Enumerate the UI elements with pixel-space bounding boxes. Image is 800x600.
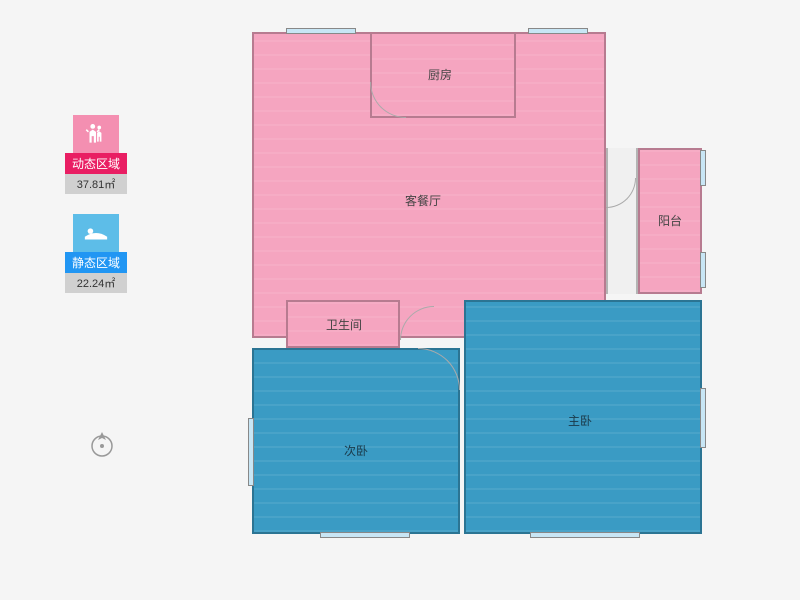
- label-kitchen: 厨房: [428, 66, 452, 83]
- label-balcony: 阳台: [658, 212, 682, 229]
- legend-label-static: 静态区域: [65, 252, 127, 273]
- people-icon: [73, 115, 119, 153]
- window: [248, 418, 254, 486]
- legend-panel: 动态区域 37.81㎡ 静态区域 22.24㎡: [65, 115, 127, 313]
- window: [700, 388, 706, 448]
- wall-gap: [606, 148, 638, 294]
- legend-item-dynamic: 动态区域 37.81㎡: [65, 115, 127, 194]
- label-living: 客餐厅: [405, 192, 441, 209]
- legend-label-dynamic: 动态区域: [65, 153, 127, 174]
- label-bed1: 主卧: [568, 412, 592, 429]
- window: [700, 150, 706, 186]
- label-bathroom: 卫生间: [326, 316, 362, 333]
- window: [528, 28, 588, 34]
- legend-value-dynamic: 37.81㎡: [65, 174, 127, 194]
- window: [700, 252, 706, 288]
- legend-value-static: 22.24㎡: [65, 273, 127, 293]
- sleep-icon: [73, 214, 119, 252]
- window: [286, 28, 356, 34]
- label-bed2: 次卧: [344, 442, 368, 459]
- window: [530, 532, 640, 538]
- window: [320, 532, 410, 538]
- compass-icon: [88, 430, 116, 463]
- legend-item-static: 静态区域 22.24㎡: [65, 214, 127, 293]
- floorplan: 客餐厅 厨房 卫生间 阳台 次卧 主卧: [240, 18, 720, 548]
